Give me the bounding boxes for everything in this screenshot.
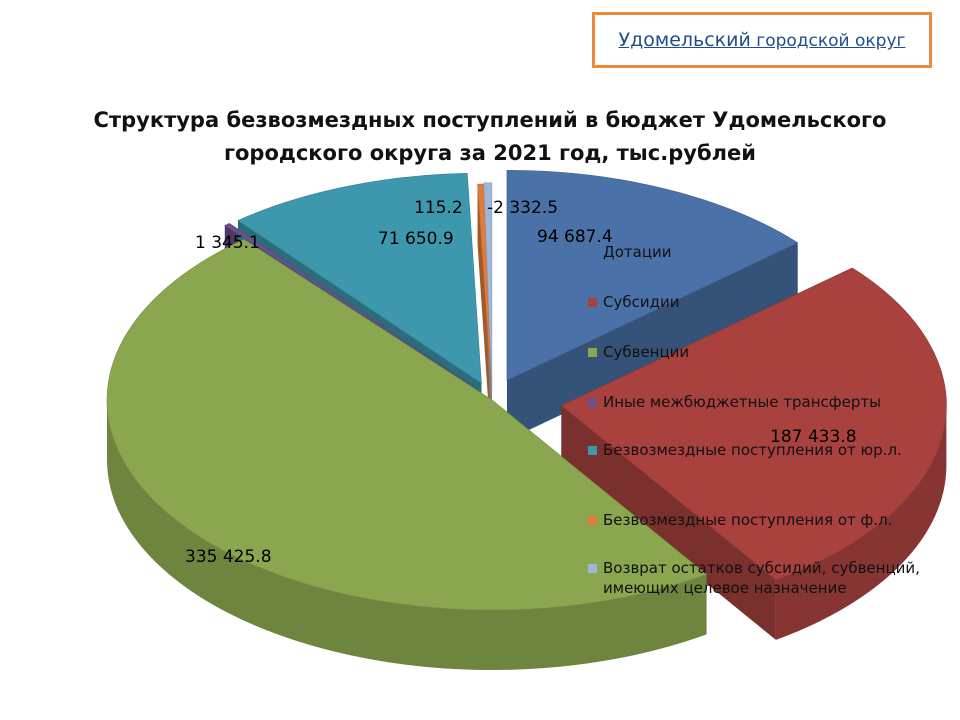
pie-slice [483, 182, 493, 393]
legend-swatch [588, 516, 597, 525]
data-label: 335 425.8 [185, 547, 272, 567]
pie-slice-wall [506, 242, 798, 441]
legend-swatch [588, 446, 597, 455]
legend-label: Дотации [603, 243, 672, 261]
legend-label: Безвозмездные поступления от ф.л. [603, 511, 893, 529]
pie-slice-wall [477, 184, 492, 455]
chart-title-line-2: городского округа за 2021 год, тыс.рубле… [224, 141, 756, 165]
pie-slice [106, 239, 708, 611]
pie-slice [560, 267, 947, 581]
pie-slice-wall [561, 405, 776, 640]
data-label: 94 687.4 [537, 227, 613, 247]
legend-swatch [588, 298, 597, 307]
data-label: 1 345.1 [195, 233, 260, 253]
legend-swatch [588, 564, 597, 573]
legend-label: Безвозмездные поступления от юр.л. [603, 441, 902, 459]
legend-label: Субвенции [603, 343, 690, 361]
legend-label: Иные межбюджетные трансферты [603, 393, 881, 411]
data-label: -2 332.5 [487, 198, 558, 218]
legend-item: Субсидии [588, 292, 938, 312]
legend-label: Возврат остатков субсидий, субвенций, им… [603, 559, 920, 597]
pie-slice-rim [106, 400, 707, 670]
legend-item: Иные межбюджетные трансферты [588, 392, 938, 412]
data-label: 187 433.8 [770, 427, 857, 447]
legend-swatch [588, 398, 597, 407]
chart-title: Структура безвозмездных поступлений в бю… [90, 104, 890, 170]
data-label: 71 650.9 [378, 229, 454, 249]
org-header-box: Удомельский городской округ [592, 12, 932, 68]
pie-slice [237, 172, 482, 384]
legend-item: Возврат остатков субсидий, субвенций, им… [588, 558, 938, 598]
chart-title-line-1: Структура безвозмездных поступлений в бю… [93, 108, 887, 132]
legend-item: Безвозмездные поступления от юр.л. [588, 440, 938, 460]
data-label: 115.2 [414, 198, 463, 218]
legend-swatch [588, 348, 597, 357]
legend-swatch [588, 248, 597, 257]
org-link[interactable]: Удомельский городской округ [618, 29, 906, 51]
legend-item: Субвенции [588, 342, 938, 362]
legend-item: Безвозмездные поступления от ф.л. [588, 510, 938, 530]
pie-slice [224, 223, 474, 387]
legend-label: Субсидии [603, 293, 680, 311]
pie-slice-rim [775, 405, 947, 640]
pie-slice [506, 170, 799, 381]
legend-item: Дотации [588, 242, 938, 262]
